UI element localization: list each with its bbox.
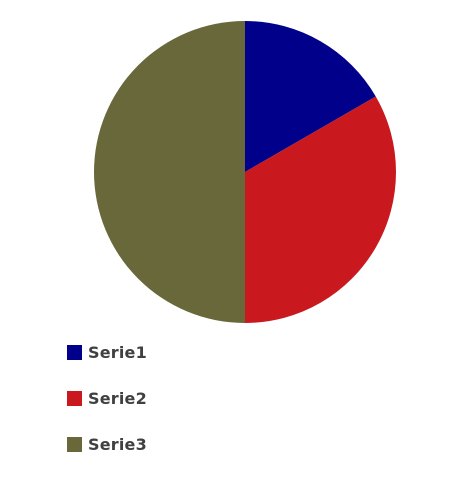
legend: Serie1 Serie2 Serie3: [67, 341, 147, 479]
legend-label-serie1: Serie1: [88, 343, 147, 362]
legend-item-serie1[interactable]: Serie1: [67, 341, 147, 364]
pie-slice-serie2[interactable]: [245, 96, 397, 324]
legend-label-serie2: Serie2: [88, 389, 147, 408]
legend-item-serie2[interactable]: Serie2: [67, 387, 147, 410]
legend-item-serie3[interactable]: Serie3: [67, 433, 147, 456]
legend-label-serie3: Serie3: [88, 435, 147, 454]
legend-swatch-serie3: [67, 437, 82, 452]
pie-slice-serie3[interactable]: [94, 21, 245, 323]
pie-slice-serie1[interactable]: [245, 21, 376, 172]
pie-slices: [94, 21, 397, 324]
legend-swatch-serie2: [67, 391, 82, 406]
legend-swatch-serie1: [67, 345, 82, 360]
